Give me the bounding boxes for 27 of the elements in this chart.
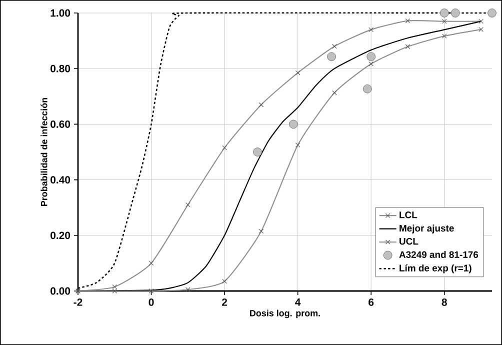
- point: [366, 52, 376, 62]
- point: [488, 8, 496, 18]
- x-tick-label: 8: [442, 298, 447, 306]
- y-tick-label: 0.20: [50, 232, 70, 240]
- point: [440, 8, 449, 18]
- x-tick-label: 6: [368, 298, 374, 306]
- x-axis-title: Dosis log. prom.: [250, 310, 320, 318]
- legend-label: Lím de exp (r=1): [400, 264, 472, 274]
- point: [362, 84, 372, 94]
- y-tick-label: 0.80: [50, 64, 70, 72]
- legend-label: A3249 and 81-176: [399, 251, 478, 258]
- y-tick-label: 0.00: [50, 287, 70, 295]
- point: [253, 148, 262, 156]
- point: [327, 52, 336, 62]
- x-tick-label: -2: [74, 298, 82, 306]
- legend-label: LCL: [400, 212, 418, 218]
- legend-label: Mejor ajuste: [400, 224, 454, 234]
- point: [288, 120, 298, 129]
- x-tick-label: 4: [295, 298, 301, 306]
- y-tick-label: 0.60: [50, 120, 70, 128]
- point: [450, 8, 460, 18]
- y-tick-label: 1.00: [50, 9, 70, 17]
- x-tick-label: 0: [148, 298, 154, 306]
- y-tick-label: 0.40: [50, 176, 70, 184]
- legend-label: UCL: [400, 238, 418, 245]
- y-axis-title: Probabilidad de infección: [40, 98, 48, 206]
- x-tick-label: 2: [222, 298, 228, 306]
